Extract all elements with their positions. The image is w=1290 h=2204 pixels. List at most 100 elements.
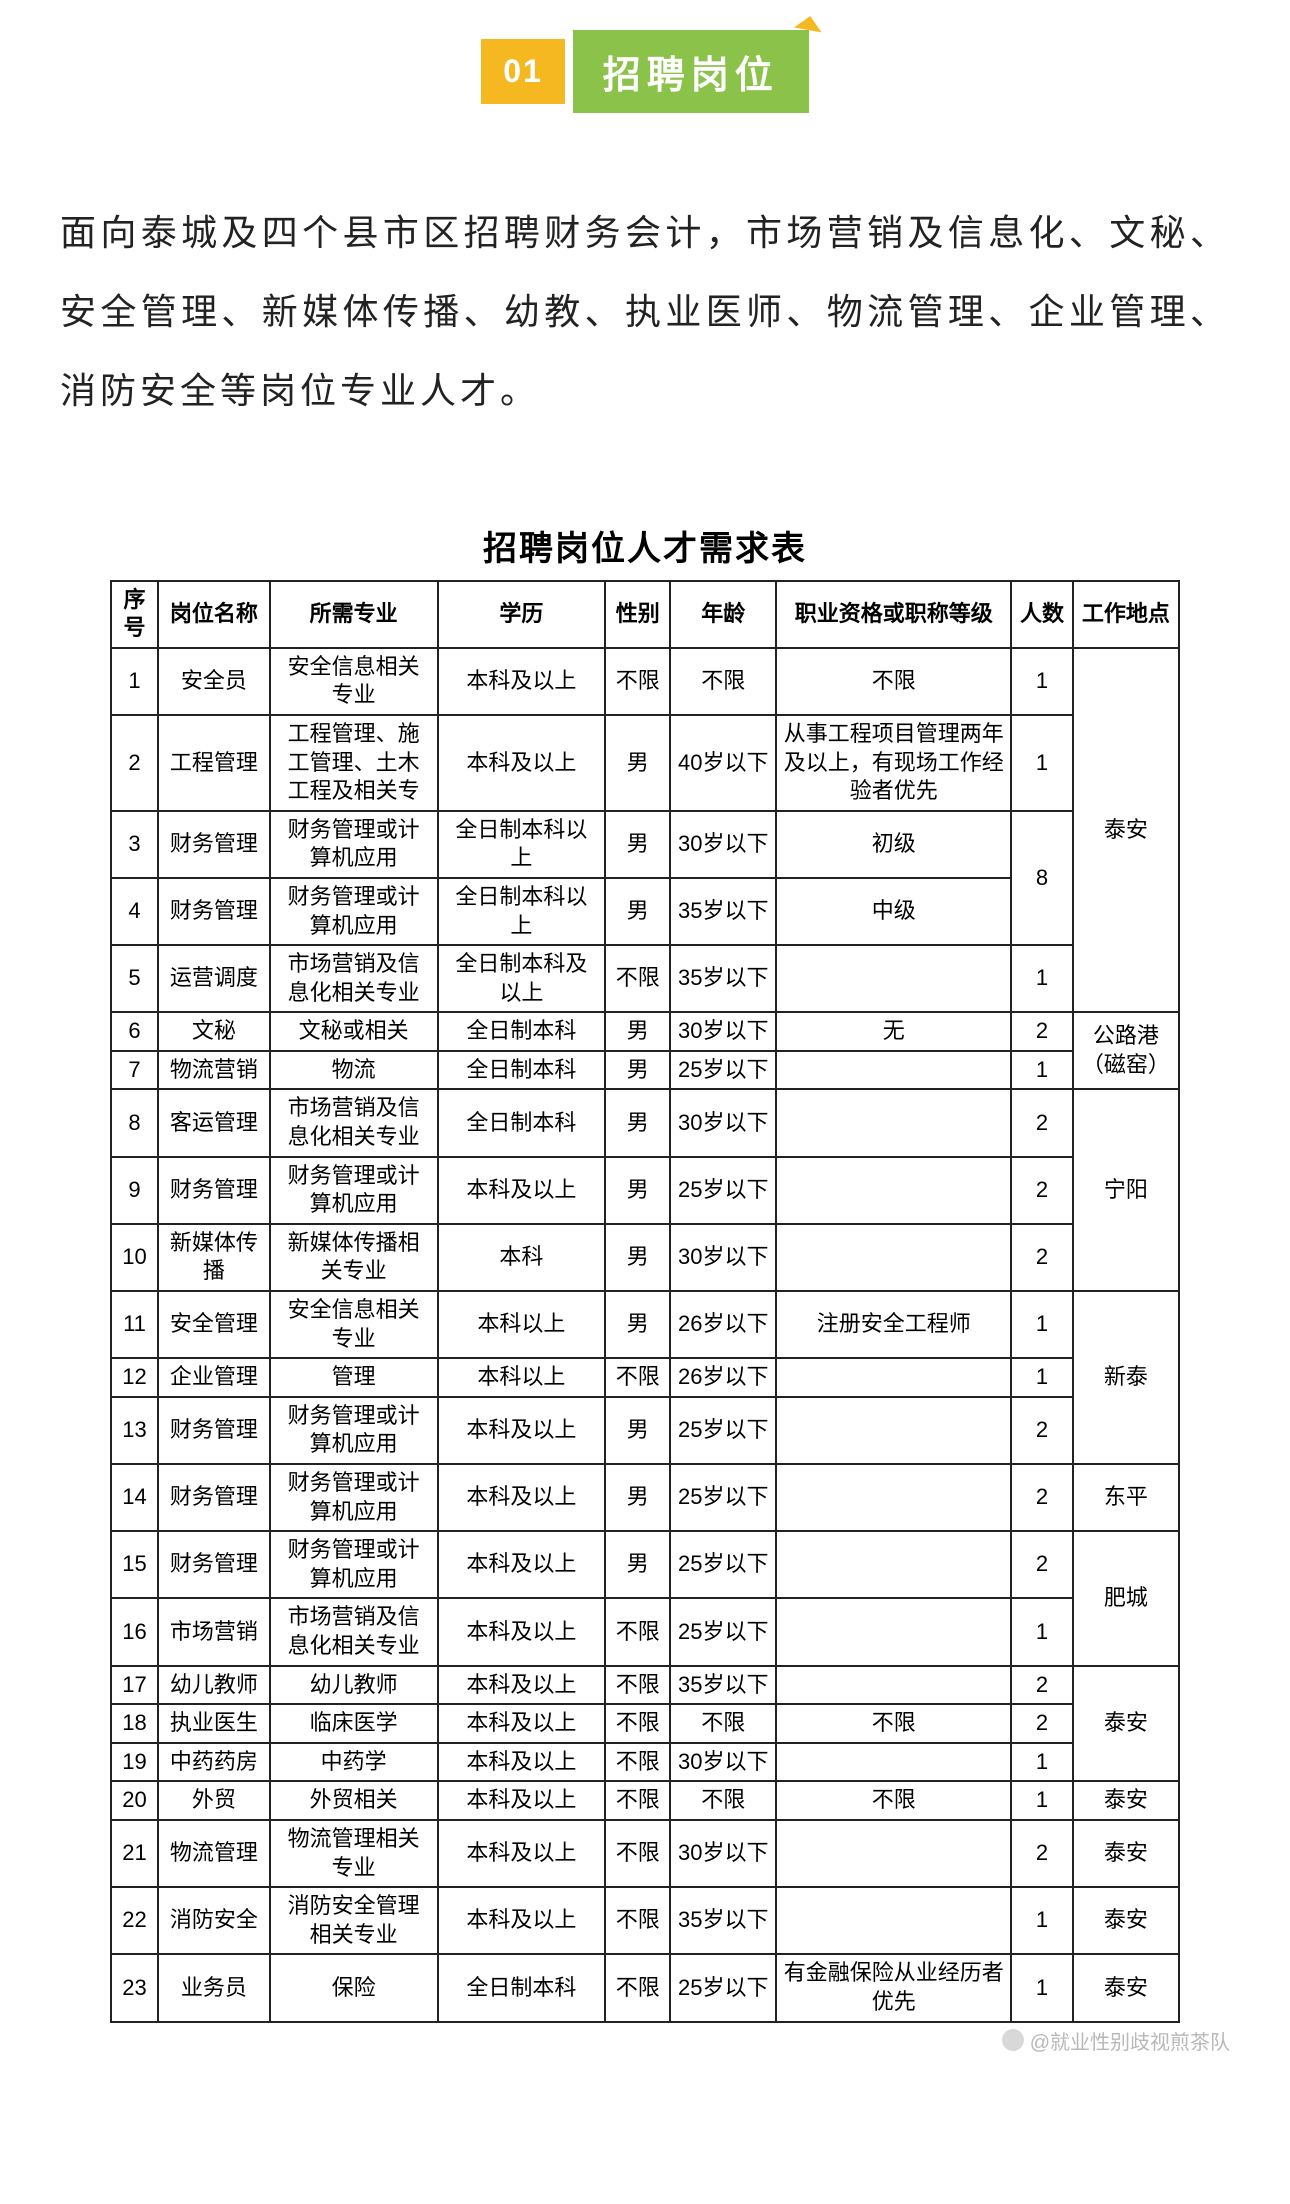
table-row: 14 财务管理 财务管理或计算机应用 本科及以上 男 25岁以下 2 东平 <box>111 1464 1179 1531</box>
cell-major: 临床医学 <box>270 1704 438 1743</box>
cell-idx: 16 <box>111 1598 158 1665</box>
cell-major: 安全信息相关专业 <box>270 648 438 715</box>
cell-age: 25岁以下 <box>670 1157 776 1224</box>
table-row: 8 客运管理 市场营销及信息化相关专业 全日制本科 男 30岁以下 2 宁阳 <box>111 1089 1179 1156</box>
cell-sex: 男 <box>605 878 670 945</box>
cell-sex: 男 <box>605 1012 670 1051</box>
cell-edu: 本科及以上 <box>438 1464 606 1531</box>
th-sex: 性别 <box>605 581 670 648</box>
cell-major: 财务管理或计算机应用 <box>270 1531 438 1598</box>
cell-cnt: 2 <box>1011 1157 1073 1224</box>
cell-cnt: 1 <box>1011 715 1073 811</box>
cell-age: 25岁以下 <box>670 1531 776 1598</box>
cell-edu: 本科及以上 <box>438 1397 606 1464</box>
cell-cnt: 1 <box>1011 1291 1073 1358</box>
cell-idx: 22 <box>111 1887 158 1954</box>
cell-qual <box>776 1820 1011 1887</box>
cell-age: 30岁以下 <box>670 811 776 878</box>
cell-qual <box>776 1397 1011 1464</box>
cell-pos: 外贸 <box>158 1781 270 1820</box>
cell-major: 中药学 <box>270 1743 438 1782</box>
cell-idx: 11 <box>111 1291 158 1358</box>
cell-cnt: 2 <box>1011 1397 1073 1464</box>
table-row: 13 财务管理 财务管理或计算机应用 本科及以上 男 25岁以下 2 <box>111 1397 1179 1464</box>
cell-qual <box>776 1887 1011 1954</box>
cell-cnt: 1 <box>1011 1781 1073 1820</box>
cell-pos: 安全员 <box>158 648 270 715</box>
th-idx: 序号 <box>111 581 158 648</box>
cell-age: 35岁以下 <box>670 945 776 1012</box>
cell-age: 不限 <box>670 648 776 715</box>
cell-sex: 不限 <box>605 1887 670 1954</box>
cell-sex: 男 <box>605 1397 670 1464</box>
cell-age: 25岁以下 <box>670 1598 776 1665</box>
cell-edu: 本科及以上 <box>438 1666 606 1705</box>
cell-pos: 运营调度 <box>158 945 270 1012</box>
th-loc: 工作地点 <box>1073 581 1179 648</box>
cell-qual <box>776 1743 1011 1782</box>
cell-loc: 泰安 <box>1073 1666 1179 1782</box>
cell-cnt: 1 <box>1011 648 1073 715</box>
cell-sex: 不限 <box>605 1598 670 1665</box>
cell-qual: 不限 <box>776 1781 1011 1820</box>
cell-qual <box>776 1358 1011 1397</box>
table-row: 22 消防安全 消防安全管理相关专业 本科及以上 不限 35岁以下 1 泰安 <box>111 1887 1179 1954</box>
cell-idx: 14 <box>111 1464 158 1531</box>
cell-loc: 肥城 <box>1073 1531 1179 1665</box>
cell-sex: 男 <box>605 1157 670 1224</box>
cell-sex: 不限 <box>605 1666 670 1705</box>
cell-loc: 泰安 <box>1073 648 1179 1013</box>
table-header-row: 序号 岗位名称 所需专业 学历 性别 年龄 职业资格或职称等级 人数 工作地点 <box>111 581 1179 648</box>
cell-edu: 全日制本科以上 <box>438 811 606 878</box>
cell-loc: 泰安 <box>1073 1781 1179 1820</box>
intro-paragraph: 面向泰城及四个县市区招聘财务会计，市场营销及信息化、文秘、安全管理、新媒体传播、… <box>0 193 1290 431</box>
cell-age: 30岁以下 <box>670 1224 776 1291</box>
cell-age: 35岁以下 <box>670 1666 776 1705</box>
cell-pos: 文秘 <box>158 1012 270 1051</box>
cell-cnt: 2 <box>1011 1531 1073 1598</box>
cell-major: 安全信息相关专业 <box>270 1291 438 1358</box>
table-row: 17 幼儿教师 幼儿教师 本科及以上 不限 35岁以下 2 泰安 <box>111 1666 1179 1705</box>
cell-pos: 财务管理 <box>158 1157 270 1224</box>
cell-edu: 全日制本科及以上 <box>438 945 606 1012</box>
cell-cnt: 1 <box>1011 1954 1073 2021</box>
cell-age: 25岁以下 <box>670 1954 776 2021</box>
cell-loc: 泰安 <box>1073 1954 1179 2021</box>
cell-qual: 从事工程项目管理两年及以上，有现场工作经验者优先 <box>776 715 1011 811</box>
cell-age: 26岁以下 <box>670 1358 776 1397</box>
cell-cnt: 1 <box>1011 1358 1073 1397</box>
cell-edu: 本科及以上 <box>438 1887 606 1954</box>
th-qual: 职业资格或职称等级 <box>776 581 1011 648</box>
cell-pos: 市场营销 <box>158 1598 270 1665</box>
cell-edu: 本科 <box>438 1224 606 1291</box>
cell-cnt: 2 <box>1011 1224 1073 1291</box>
cell-major: 物流 <box>270 1051 438 1090</box>
table-row: 20 外贸 外贸相关 本科及以上 不限 不限 不限 1 泰安 <box>111 1781 1179 1820</box>
cell-pos: 客运管理 <box>158 1089 270 1156</box>
cell-edu: 本科及以上 <box>438 648 606 715</box>
cell-qual <box>776 945 1011 1012</box>
cell-sex: 不限 <box>605 1954 670 2021</box>
cell-qual <box>776 1089 1011 1156</box>
cell-age: 30岁以下 <box>670 1089 776 1156</box>
weibo-icon <box>1002 2029 1024 2051</box>
cell-age: 35岁以下 <box>670 878 776 945</box>
th-major: 所需专业 <box>270 581 438 648</box>
cell-edu: 本科以上 <box>438 1291 606 1358</box>
cell-edu: 本科以上 <box>438 1358 606 1397</box>
cell-idx: 8 <box>111 1089 158 1156</box>
cell-major: 工程管理、施工管理、土木工程及相关专 <box>270 715 438 811</box>
cell-edu: 本科及以上 <box>438 715 606 811</box>
cell-pos: 幼儿教师 <box>158 1666 270 1705</box>
cell-qual: 不限 <box>776 648 1011 715</box>
cell-cnt: 8 <box>1011 811 1073 945</box>
th-edu: 学历 <box>438 581 606 648</box>
cell-cnt: 2 <box>1011 1012 1073 1051</box>
cell-pos: 业务员 <box>158 1954 270 2021</box>
cell-pos: 执业医生 <box>158 1704 270 1743</box>
cell-pos: 财务管理 <box>158 811 270 878</box>
th-age: 年龄 <box>670 581 776 648</box>
cell-cnt: 2 <box>1011 1704 1073 1743</box>
cell-major: 物流管理相关专业 <box>270 1820 438 1887</box>
cell-edu: 全日制本科以上 <box>438 878 606 945</box>
